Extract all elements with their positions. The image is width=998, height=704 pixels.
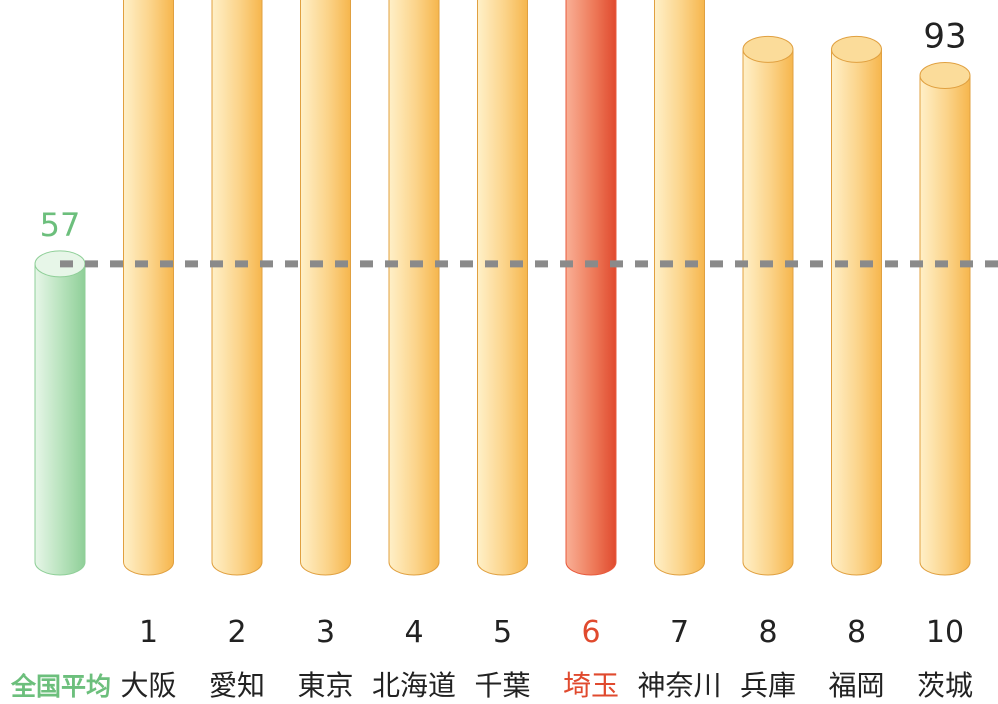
rank-label: 10 (926, 615, 964, 650)
bar (654, 0, 705, 576)
value-label: 57 (40, 206, 81, 244)
category-label: 福岡 (828, 669, 884, 702)
category-label: 大阪 (120, 669, 176, 702)
category-label: 千葉 (474, 669, 530, 702)
rank-label: 8 (847, 615, 866, 650)
category-label: 全国平均 (10, 672, 111, 701)
bar-body (211, 0, 263, 576)
bar (831, 35, 882, 576)
bar-body (654, 0, 705, 576)
rank-label: 2 (227, 615, 246, 650)
bar-cap (742, 35, 794, 63)
bar-body (300, 0, 351, 576)
bar (919, 62, 971, 576)
bar-cap (919, 62, 971, 90)
bar-body (565, 0, 617, 576)
rank-label: 5 (493, 615, 512, 650)
category-label: 愛知 (209, 669, 265, 702)
category-label: 茨城 (917, 669, 973, 702)
rank-label: 8 (758, 615, 777, 650)
bar (123, 0, 174, 576)
bars-group (34, 0, 971, 576)
bar (300, 0, 351, 576)
bar (388, 0, 440, 576)
bar (477, 0, 528, 576)
category-label: 神奈川 (637, 669, 721, 702)
bar (742, 35, 794, 576)
bar-body (477, 0, 528, 576)
category-label: 埼玉 (563, 669, 619, 702)
labels-group: 57 全国平均 1 大阪 2 愛知 3 東京 4 北海道 5 千葉 6 埼玉 7 神奈川 8 兵庫 8 福岡 93 10 茨… (10, 17, 973, 702)
bar-body (831, 48, 882, 576)
bar (34, 250, 86, 576)
value-label: 93 (923, 17, 966, 57)
category-label: 兵庫 (740, 669, 796, 702)
bar (211, 0, 263, 576)
rank-label: 4 (404, 615, 423, 650)
bar-body (123, 0, 174, 576)
category-label: 北海道 (372, 669, 456, 702)
bar-body (388, 0, 440, 576)
bar-body (742, 48, 794, 576)
bar-cap (831, 35, 882, 63)
bar-body (34, 263, 86, 576)
rank-label: 7 (670, 615, 689, 650)
category-label: 東京 (297, 669, 353, 702)
rank-label: 1 (139, 615, 158, 650)
rank-label: 3 (316, 615, 335, 650)
bar-body (919, 75, 971, 576)
bar (565, 0, 617, 576)
rank-label: 6 (581, 615, 600, 650)
